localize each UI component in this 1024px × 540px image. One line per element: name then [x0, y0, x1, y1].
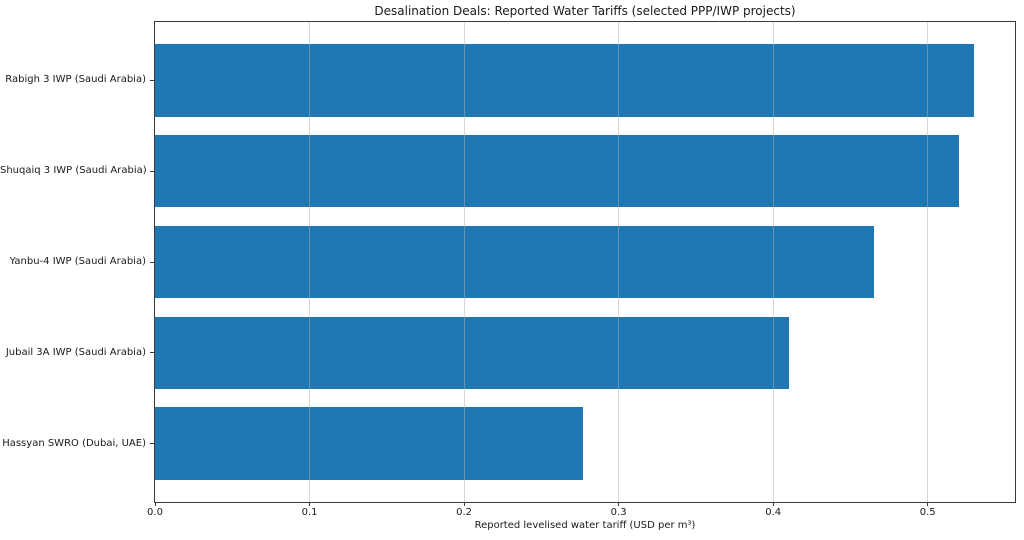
- x-tick-mark: [154, 502, 156, 506]
- x-tick-label: 0.1: [301, 507, 318, 518]
- bar: [155, 43, 975, 117]
- y-tick-mark: [150, 443, 154, 445]
- y-tick-mark: [150, 170, 154, 172]
- x-tick-label: 0.4: [765, 507, 782, 518]
- bar: [155, 316, 789, 390]
- x-tick-label: 0.3: [610, 507, 627, 518]
- x-tick-mark: [927, 502, 929, 506]
- x-axis-label: Reported levelised water tariff (USD per…: [474, 520, 696, 531]
- gridline: [927, 22, 929, 502]
- x-tick-mark: [772, 502, 774, 506]
- y-tick-mark: [150, 261, 154, 263]
- y-tick-label: Rabigh 3 IWP (Saudi Arabia): [5, 74, 146, 86]
- y-tick-label: Jubail 3A IWP (Saudi Arabia): [5, 346, 146, 358]
- bar: [155, 407, 584, 481]
- y-tick-mark: [150, 79, 154, 81]
- plot-area: [150, 21, 1016, 506]
- gridline: [772, 22, 774, 502]
- gridline: [309, 22, 311, 502]
- x-tick-label: 0.2: [456, 507, 473, 518]
- x-tick-mark: [618, 502, 620, 506]
- gridline: [618, 22, 620, 502]
- y-tick-label: Yanbu-4 IWP (Saudi Arabia): [9, 256, 146, 267]
- y-tick-label: Shuqaiq 3 IWP (Saudi Arabia): [0, 165, 147, 177]
- x-tick-label: 0.0: [147, 507, 163, 518]
- chart-title: Desalination Deals: Reported Water Tarif…: [374, 4, 796, 18]
- gridline: [463, 22, 465, 502]
- y-tick-mark: [150, 352, 154, 354]
- bar: [155, 225, 874, 299]
- x-tick-label: 0.5: [919, 507, 936, 518]
- y-tick-label: Hassyan SWRO (Dubai, UAE): [2, 437, 146, 449]
- bar: [155, 134, 959, 208]
- x-tick-mark: [309, 502, 311, 506]
- x-tick-mark: [463, 502, 465, 506]
